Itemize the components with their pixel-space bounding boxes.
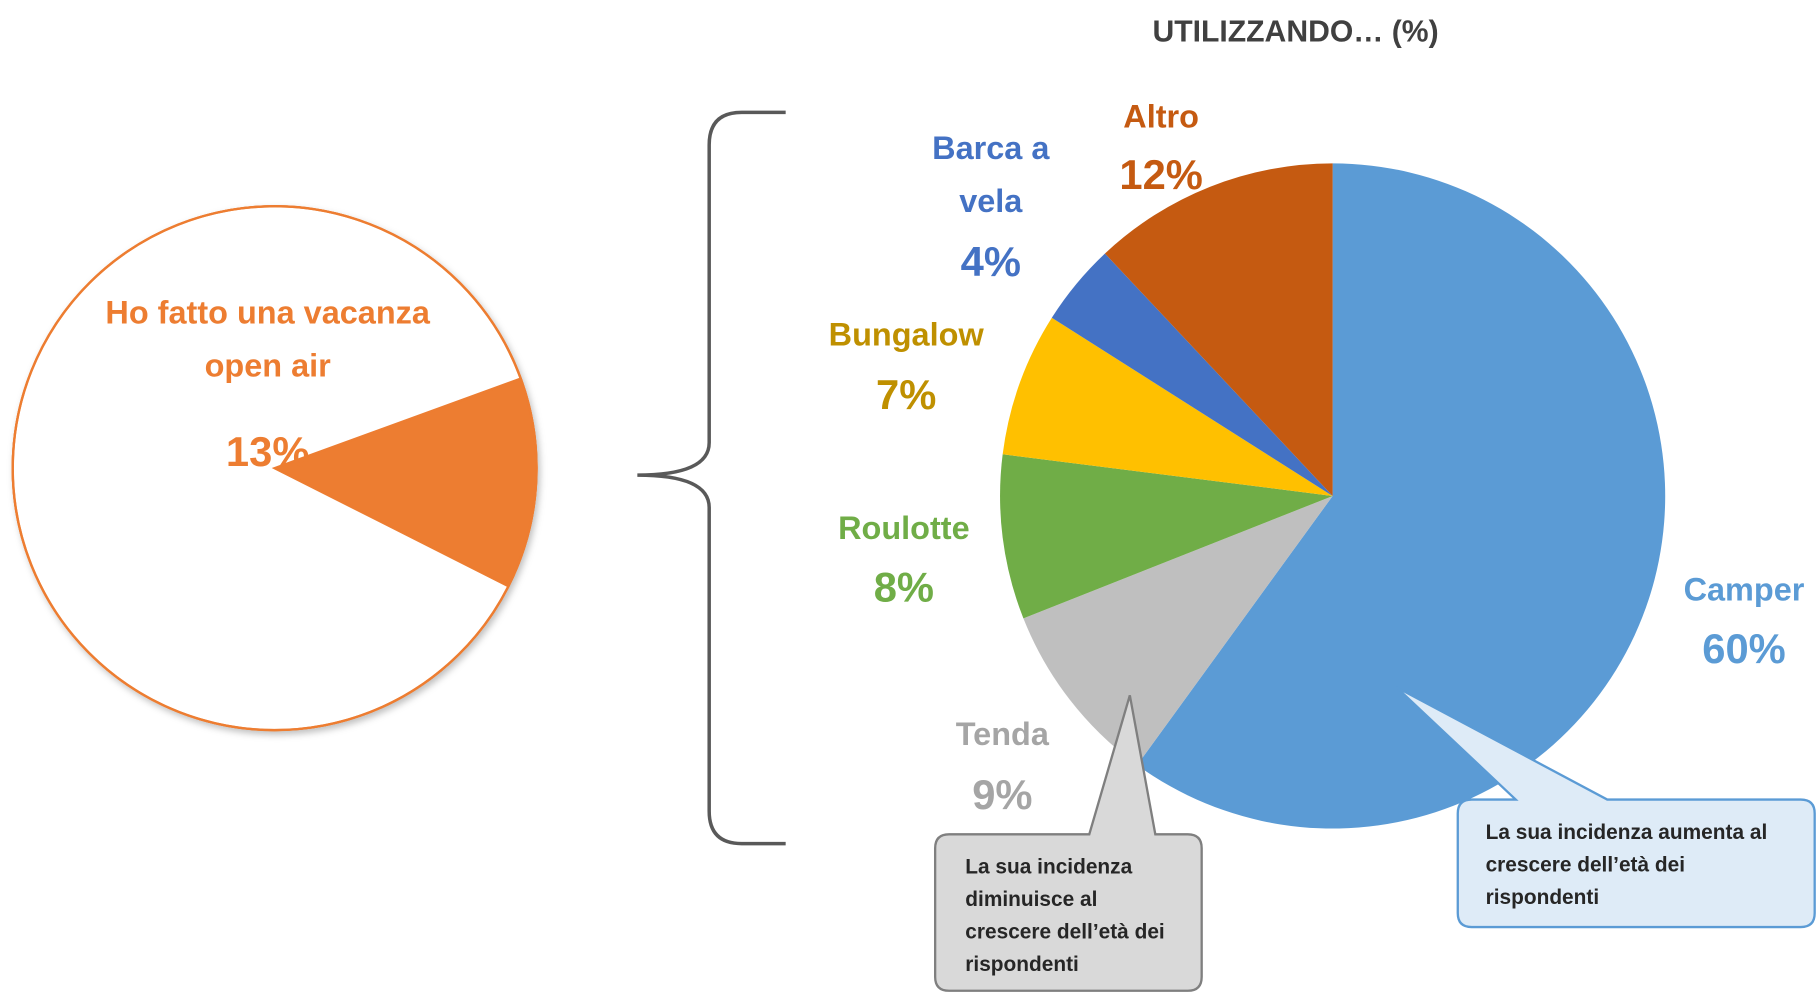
chart-title: UTILIZZANDO… (%) — [1152, 13, 1439, 49]
brace — [637, 110, 786, 846]
slice-label: Roulotte — [838, 509, 970, 546]
value-label: 7% — [876, 370, 937, 419]
pie-slice — [1051, 253, 1333, 496]
pie-slice — [1002, 317, 1333, 496]
annotation: La sua incidenza diminuisce al crescere … — [965, 855, 1165, 976]
slice-label: Ho fatto una vacanza open air — [105, 294, 430, 384]
value-label: 60% — [1702, 624, 1786, 673]
value-label: 13% — [225, 427, 310, 476]
slice-label: Barca a vela — [932, 129, 1050, 220]
value-label: 9% — [972, 770, 1033, 819]
value-label: 8% — [873, 563, 935, 611]
pie-slice — [1023, 495, 1333, 766]
value-label: 4% — [960, 237, 1021, 286]
slice-label: Altro — [1123, 98, 1199, 135]
pies — [11, 163, 1666, 829]
slice-label: Bungalow — [828, 316, 984, 353]
callout-box — [1395, 686, 1816, 929]
value-label: 12% — [1119, 150, 1203, 199]
pie-slice — [1104, 163, 1333, 496]
slice-label: Tenda — [955, 716, 1049, 753]
callout-box — [933, 694, 1203, 992]
annotation: La sua incidenza aumenta al crescere del… — [1485, 820, 1768, 909]
pie-slice — [1137, 163, 1666, 829]
pie-slice — [1000, 454, 1333, 619]
pie-outline — [11, 205, 538, 732]
slice-label: Camper — [1683, 571, 1805, 608]
